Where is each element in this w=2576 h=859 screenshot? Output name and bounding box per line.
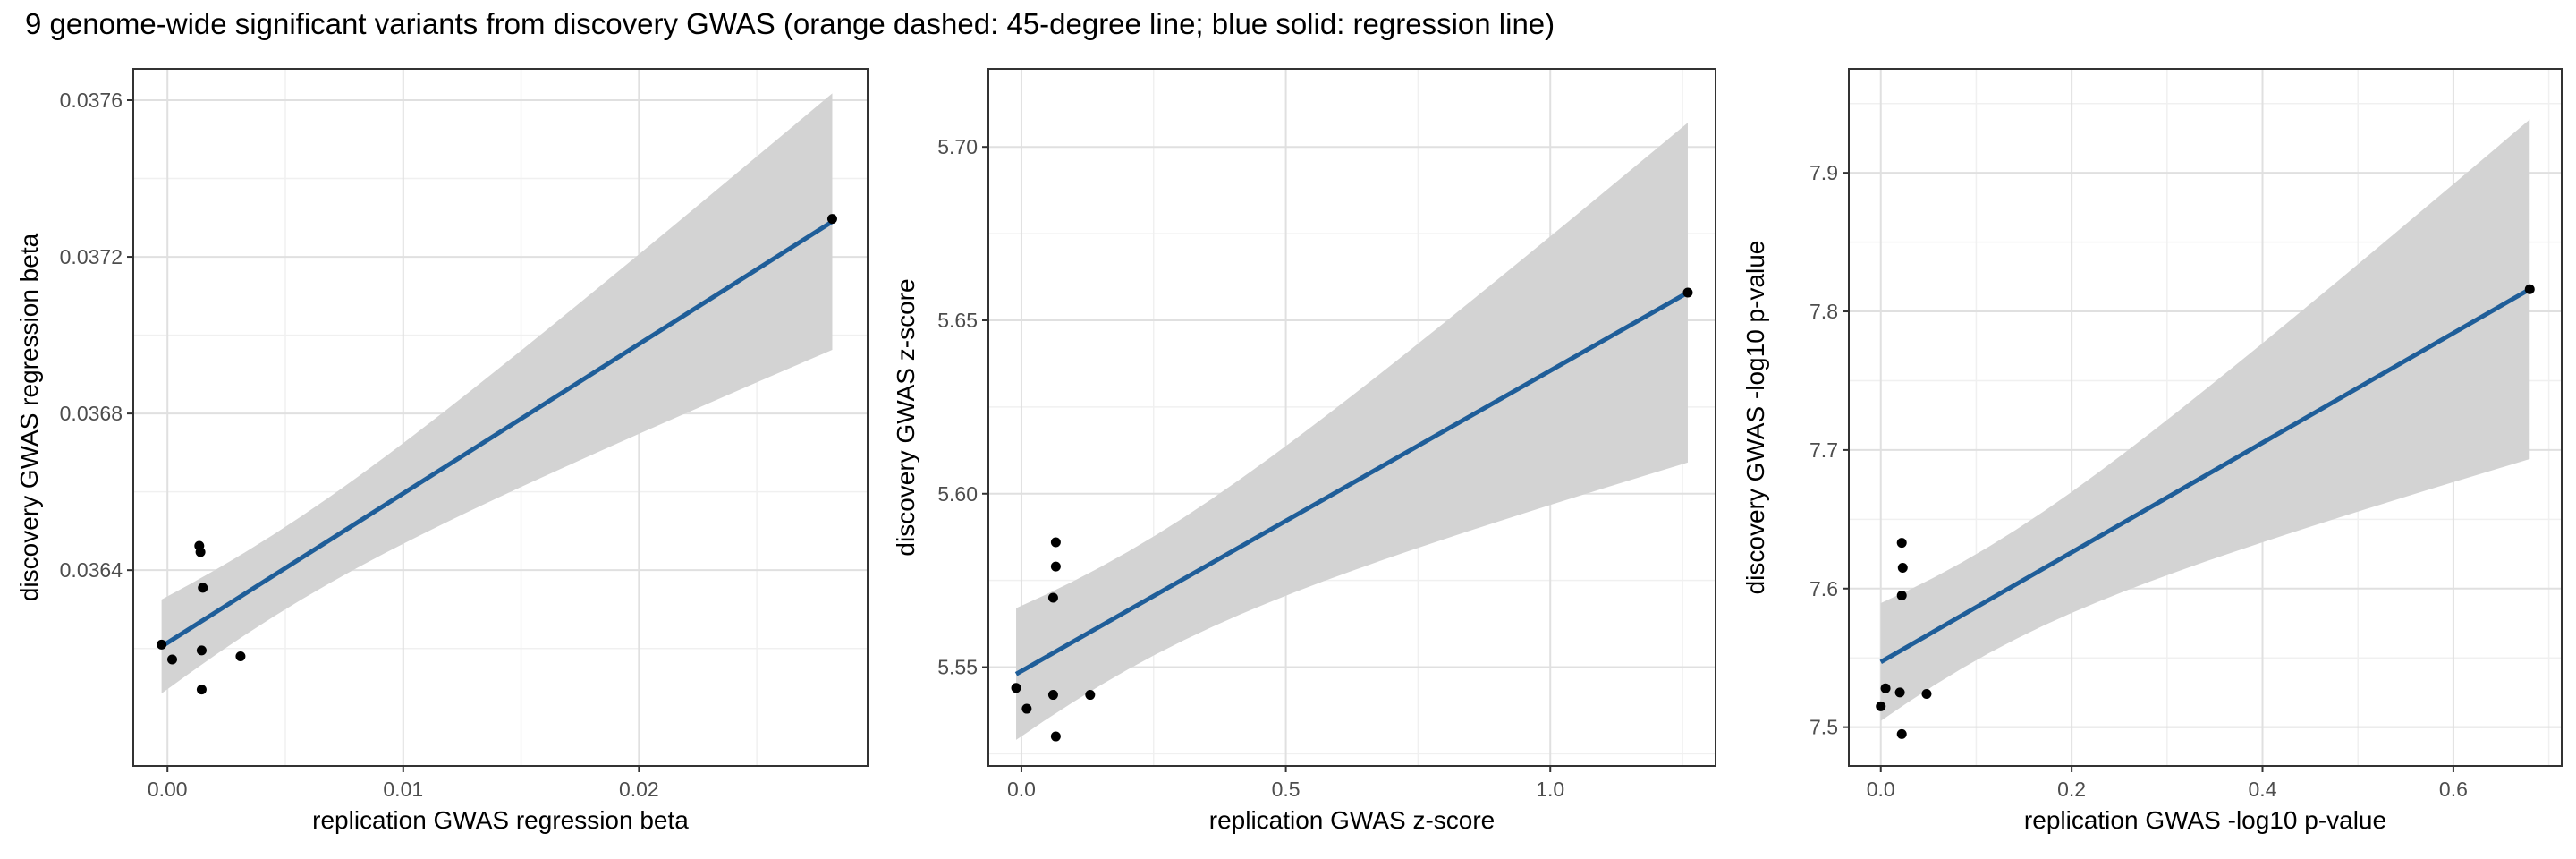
y-tick-label: 7.9 [1809, 161, 1838, 184]
scatter-panel-2: 0.0 0.5 1.0 5.55 5.60 5.65 5.70 replication GWA… [892, 68, 1716, 834]
data-point [1085, 690, 1096, 701]
scatter-panel-3: 0.0 0.2 0.4 0.6 7.5 7.6 7.7 7.8 7.9 replication G… [1741, 68, 2563, 834]
data-point [1897, 563, 1908, 574]
data-point [1880, 683, 1891, 693]
figure-title: 9 genome-wide significant variants from … [25, 7, 1555, 40]
confidence-band [161, 93, 833, 694]
data-point [1876, 701, 1886, 711]
data-point [198, 583, 208, 593]
x-tick-label: 0.4 [2249, 778, 2277, 801]
y-tick-label: 0.0368 [60, 402, 123, 425]
y-tick-label: 5.70 [937, 135, 978, 158]
panel-border [132, 68, 869, 767]
regression-line [1014, 290, 1690, 676]
x-axis-title: replication GWAS regression beta [312, 806, 689, 834]
data-point [195, 547, 206, 557]
data-point [1050, 731, 1061, 742]
data-point [1682, 287, 1693, 298]
data-point [826, 214, 837, 225]
x-tick-label: 0.01 [383, 778, 423, 801]
data-point [1896, 538, 1907, 549]
confidence-band [1016, 123, 1688, 740]
x-tick-label: 0.02 [619, 778, 659, 801]
y-tick-label: 0.0376 [60, 89, 123, 112]
scatter-panel-1: 0.00 0.01 0.02 0.0364 0.0368 0.0372 0.0376 repl… [15, 68, 869, 834]
y-tick-label: 7.6 [1809, 577, 1838, 600]
data-point [235, 651, 246, 661]
y-tick-label: 5.60 [937, 482, 978, 506]
y-tick-label: 5.55 [937, 656, 978, 679]
y-tick-label: 0.0364 [60, 558, 123, 582]
x-tick-label: 1.0 [1536, 778, 1564, 801]
panel-border [1848, 68, 2563, 767]
x-tick-label: 0.00 [148, 778, 188, 801]
x-tick-label: 0.0 [1867, 778, 1895, 801]
regression-line [160, 219, 834, 649]
panel-border [987, 68, 1716, 767]
data-point [1047, 690, 1058, 701]
data-point [1011, 683, 1021, 693]
y-axis-title: discovery GWAS z-score [892, 278, 919, 556]
y-tick-label: 7.8 [1809, 300, 1838, 323]
y-axis-title: discovery GWAS -log10 p-value [1741, 241, 1769, 595]
data-point [196, 685, 207, 695]
data-point [1050, 537, 1061, 548]
data-point [1896, 728, 1907, 739]
regression-line [1879, 287, 2531, 665]
data-point [157, 639, 167, 650]
data-point [1047, 592, 1058, 603]
y-tick-label: 7.7 [1809, 438, 1838, 462]
data-point [196, 645, 207, 656]
y-tick-label: 5.65 [937, 309, 978, 332]
x-tick-label: 0.0 [1007, 778, 1036, 801]
x-tick-label: 0.2 [2057, 778, 2086, 801]
x-tick-label: 0.5 [1272, 778, 1301, 801]
x-axis-title: replication GWAS -log10 p-value [2024, 806, 2386, 834]
data-point [1050, 561, 1061, 572]
data-point [1021, 703, 1032, 714]
data-point [1921, 688, 1932, 699]
data-point [1896, 591, 1907, 601]
data-point [2524, 284, 2535, 294]
y-axis-title: discovery GWAS regression beta [15, 233, 43, 601]
y-tick-label: 7.5 [1809, 716, 1838, 739]
x-axis-title: replication GWAS z-score [1209, 806, 1496, 834]
x-tick-label: 0.6 [2439, 778, 2468, 801]
data-point [1894, 687, 1905, 698]
data-point [166, 654, 177, 665]
y-tick-label: 0.0372 [60, 245, 123, 268]
